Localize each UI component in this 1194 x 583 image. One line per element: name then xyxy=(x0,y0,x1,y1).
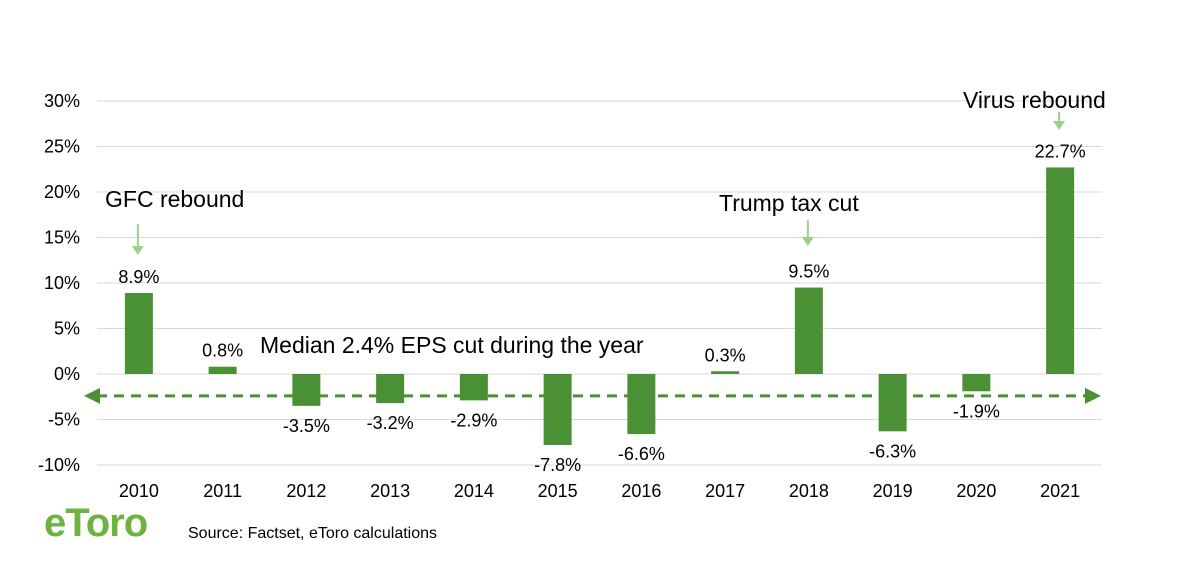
data-label: 9.5% xyxy=(788,262,829,282)
y-tick-label: 5% xyxy=(54,319,80,339)
data-label: -6.3% xyxy=(869,441,916,461)
data-label: -3.2% xyxy=(367,413,414,433)
bars xyxy=(124,167,1075,445)
y-axis-ticks: 30% 25% 20% 15% 10% 5% 0% -5% -10% xyxy=(38,91,80,475)
etoro-logo: eToro xyxy=(44,501,148,545)
data-label: -2.9% xyxy=(450,410,497,430)
x-tick-label: 2016 xyxy=(621,481,661,501)
bar xyxy=(962,374,991,392)
bar xyxy=(459,374,488,401)
bar xyxy=(794,287,823,374)
x-tick-label: 2017 xyxy=(705,481,745,501)
data-label: -3.5% xyxy=(283,416,330,436)
y-tick-label: -5% xyxy=(48,410,80,430)
bar xyxy=(124,293,153,374)
x-tick-label: 2015 xyxy=(538,481,578,501)
data-label: 0.8% xyxy=(202,341,243,361)
x-tick-label: 2013 xyxy=(370,481,410,501)
bar xyxy=(292,374,321,406)
median-label: Median 2.4% EPS cut during the year xyxy=(260,332,644,358)
data-label: 0.3% xyxy=(705,345,746,365)
bar xyxy=(1046,167,1075,374)
annotation-label: GFC rebound xyxy=(105,186,244,212)
x-tick-label: 2012 xyxy=(286,481,326,501)
y-tick-label: 15% xyxy=(44,228,80,248)
x-tick-label: 2014 xyxy=(454,481,494,501)
data-label: -6.6% xyxy=(618,444,665,464)
median-reference-line xyxy=(84,387,1101,404)
annotation-arrowhead xyxy=(1053,121,1066,130)
source-note: Source: Factset, eToro calculations xyxy=(188,525,438,542)
x-axis-ticks: 2010 2011 2012 2013 2014 2015 2016 2017 2018 2019… xyxy=(119,481,1080,501)
annotation-label: Virus rebound xyxy=(963,87,1106,113)
x-tick-label: 2011 xyxy=(203,481,242,501)
bar xyxy=(627,374,656,435)
x-tick-label: 2010 xyxy=(119,481,159,501)
annotation-arrowhead xyxy=(131,246,144,255)
data-label: -7.8% xyxy=(534,455,581,475)
y-tick-label: 25% xyxy=(44,137,80,157)
y-tick-label: -10% xyxy=(38,455,80,475)
annotation-arrowhead xyxy=(801,237,814,246)
bar xyxy=(208,366,237,374)
annotation-label: Trump tax cut xyxy=(719,190,859,216)
data-label: -1.9% xyxy=(953,401,1000,421)
y-tick-label: 30% xyxy=(44,91,80,111)
x-tick-label: 2021 xyxy=(1040,481,1080,501)
annotations: GFC rebound Trump tax cut Virus rebound xyxy=(105,87,1106,255)
x-tick-label: 2020 xyxy=(956,481,996,501)
bar xyxy=(376,374,405,404)
bar xyxy=(878,374,907,432)
data-label: 22.7% xyxy=(1035,141,1086,161)
y-tick-label: 20% xyxy=(44,182,80,202)
grid-lines xyxy=(97,100,1102,466)
x-tick-label: 2018 xyxy=(789,481,829,501)
bar xyxy=(711,371,740,374)
data-labels: 8.9% 0.8% -3.5% -3.2% -2.9% -7.8% -6.6% 0.3% 9.5… xyxy=(118,141,1085,475)
bar xyxy=(543,374,572,445)
data-label: 8.9% xyxy=(118,267,159,287)
y-tick-label: 0% xyxy=(54,364,80,384)
right-arrowhead xyxy=(1085,387,1101,404)
y-tick-label: 10% xyxy=(44,273,80,293)
left-arrowhead xyxy=(84,387,100,404)
x-tick-label: 2019 xyxy=(873,481,913,501)
